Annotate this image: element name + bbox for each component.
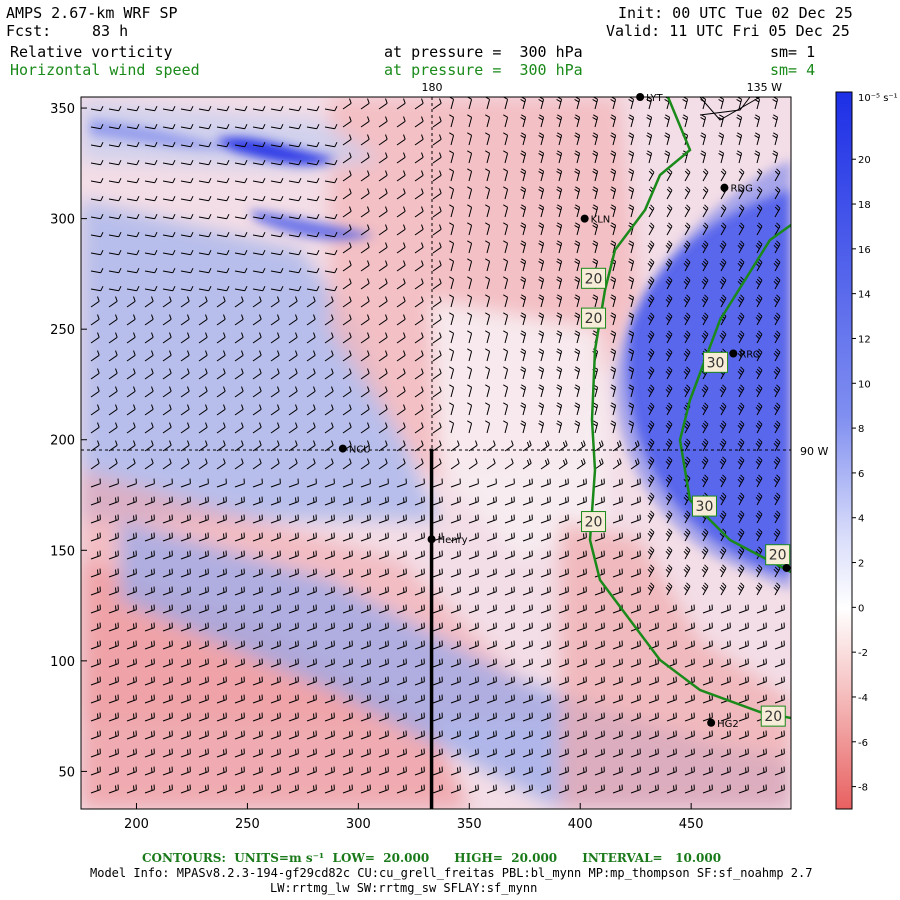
- contour-label: 20: [585, 271, 603, 287]
- place-label: LYT: [646, 93, 663, 104]
- contour-label: 20: [769, 548, 787, 564]
- wind-barbs: [90, 97, 785, 794]
- coastline: [699, 97, 761, 121]
- init-time: Init: 00 UTC Tue 02 Dec 25: [618, 4, 853, 22]
- place-label: RDG: [730, 184, 752, 195]
- meridian-label-180: 180: [422, 81, 443, 94]
- contours-info: CONTOURS: UNITS=m s⁻¹ LOW= 20.000 HIGH= …: [142, 851, 722, 865]
- x-tick-label: 350: [457, 817, 482, 832]
- field2-smoothing: sm= 4: [770, 61, 816, 79]
- colorbar-tick-label: -6: [858, 738, 868, 749]
- forecast-hour: 83 h: [92, 22, 129, 40]
- contour-label: 20: [764, 709, 782, 725]
- valid-time: Valid: 11 UTC Fri 05 Dec 25: [606, 22, 850, 40]
- contour-label-box: [581, 307, 607, 329]
- x-axis: 200 250 300 350 400 450: [124, 803, 704, 832]
- y-tick-label: 300: [50, 213, 75, 228]
- y-tick-label: 50: [58, 765, 75, 780]
- place-dot: [707, 718, 716, 727]
- meridian-label-90w: 90 W: [800, 445, 828, 458]
- field1-name: Relative vorticity: [10, 43, 173, 61]
- model-info-line2: LW:rrtmg_lw SW:rrtmg_sw SFLAY:sf_mynn: [270, 881, 538, 895]
- field1-level: at pressure = 300 hPa: [384, 43, 583, 61]
- field2-name: Horizontal wind speed: [10, 61, 200, 79]
- contour-label-box: [703, 351, 729, 373]
- y-tick-label: 200: [50, 434, 75, 449]
- colorbar-tick-label: 16: [858, 245, 871, 256]
- contour-label: 30: [696, 499, 714, 515]
- colorbar-tick-label: 0: [858, 603, 864, 614]
- contour-label-group: 20 20 30 30 20 20 20: [581, 267, 791, 727]
- place-label: Henry: [438, 535, 468, 546]
- place-dot: [720, 183, 729, 192]
- place-label: HG2: [717, 719, 739, 730]
- colorbar-tick-label: -4: [858, 693, 868, 704]
- y-tick-label: 100: [50, 655, 75, 670]
- plot-frame: [80, 96, 792, 810]
- colorbar-tick-label: 8: [858, 424, 864, 435]
- y-tick-label: 150: [50, 544, 75, 559]
- contour-label-box: [760, 705, 786, 727]
- y-axis: 50 100 150 200 250 300 350: [50, 102, 87, 780]
- x-tick-label: 400: [568, 817, 593, 832]
- colorbar-tick-label: -8: [858, 783, 868, 794]
- contour-label-box: [581, 267, 607, 289]
- contour-label: 30: [707, 355, 725, 371]
- graticule: [81, 97, 791, 451]
- field2-level: at pressure = 300 hPa: [384, 61, 583, 79]
- colorbar-tick-label: 12: [858, 334, 871, 345]
- place-dot: [427, 535, 436, 544]
- place-dot: [729, 349, 738, 358]
- contour-label-box: [765, 544, 791, 566]
- colorbar-tick-label: 2: [858, 559, 864, 570]
- x-tick-label: 250: [235, 817, 260, 832]
- wind-barb-field: [90, 97, 785, 794]
- field1-smoothing: sm= 1: [770, 43, 816, 61]
- place-markers: LYT RDG KLN RRC NCU Henry HG2: [338, 93, 791, 730]
- colorbar-tick-label: 4: [858, 514, 864, 525]
- x-tick-label: 200: [124, 817, 149, 832]
- colorbar-tick-label: 20: [858, 155, 871, 166]
- colorbar-tick-label: 6: [858, 469, 864, 480]
- colorbar-tick-label: 14: [858, 290, 871, 301]
- forecast-label: Fcst:: [6, 22, 52, 40]
- colorbar-tick-label: 10: [858, 379, 871, 390]
- contour-label: 20: [585, 515, 603, 531]
- wind-speed-contours: [588, 97, 791, 720]
- x-tick-label: 450: [679, 817, 704, 832]
- place-label: RRC: [739, 349, 759, 360]
- colorbar-unit: 10⁻⁵ s⁻¹: [858, 93, 898, 104]
- contour-label: 20: [585, 311, 603, 327]
- place-label: KLN: [591, 215, 611, 226]
- meridian-label-135w: 135 W: [747, 81, 782, 94]
- colorbar-tick-label: -2: [858, 648, 868, 659]
- colorbar: [835, 91, 853, 810]
- contour-label-box: [691, 495, 717, 517]
- model-info-line1: Model Info: MPASv8.2.3-194-gf29cd82c CU:…: [90, 866, 813, 880]
- place-dot: [338, 444, 347, 453]
- place-dot: [782, 563, 791, 572]
- y-tick-label: 250: [50, 323, 75, 338]
- place-dot: [580, 214, 589, 223]
- x-tick-label: 300: [346, 817, 371, 832]
- colorbar-tick-label: 18: [858, 200, 871, 211]
- contour-label-box: [581, 511, 607, 533]
- place-label: NCU: [349, 445, 371, 456]
- y-tick-label: 350: [50, 102, 75, 117]
- model-title: AMPS 2.67-km WRF SP: [6, 4, 178, 22]
